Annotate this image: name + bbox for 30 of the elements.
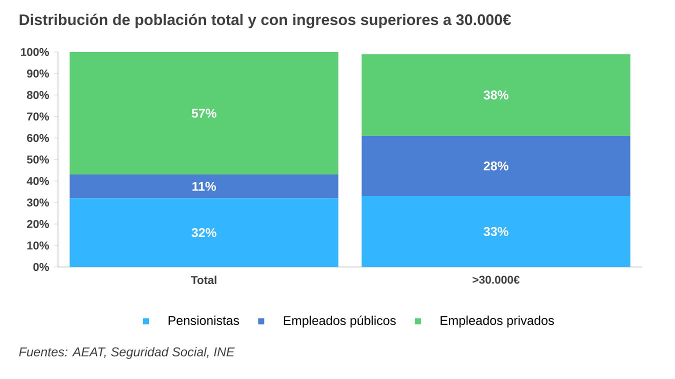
- text: Fuentes: AEAT, Seguridad Social, INE: [19, 347, 235, 359]
- legend-label: Empleados públicos: [284, 316, 396, 328]
- x-tick-label: Total: [191, 276, 216, 284]
- data-label: 32%: [192, 228, 216, 238]
- y-tick-label: 0%: [33, 263, 49, 272]
- bar: [70, 174, 338, 198]
- y-tick-label: 90%: [27, 70, 49, 78]
- data-label: 57%: [192, 108, 216, 118]
- y-tick-label: 60%: [27, 134, 49, 142]
- data-label: 11%: [192, 182, 216, 191]
- x-tick-label: >30.000€: [472, 276, 520, 284]
- data-label: 28%: [484, 161, 508, 170]
- y-tick-label: 30%: [26, 198, 49, 207]
- bar: [70, 198, 338, 267]
- y-tick-label: 70%: [27, 112, 49, 121]
- legend-label: Pensionistas: [168, 316, 240, 325]
- y-tick-label: 20%: [27, 220, 49, 228]
- y-tick-label: 100%: [21, 48, 49, 56]
- data-label: 33%: [484, 227, 508, 236]
- data-label: 38%: [484, 90, 508, 100]
- y-tick-label: 10%: [27, 242, 49, 250]
- chart-title: Distribución de población total y con ingresos superiores a 30.000€: [20, 14, 511, 28]
- y-tick-label: 50%: [26, 156, 49, 164]
- bar: [362, 136, 630, 196]
- y-tick-label: 40%: [26, 177, 49, 186]
- bar: [70, 52, 338, 175]
- bar: [362, 196, 630, 267]
- bar: [362, 54, 630, 136]
- y-tick-label: 80%: [26, 91, 49, 100]
- legend-label: Empleados privados: [440, 316, 554, 328]
